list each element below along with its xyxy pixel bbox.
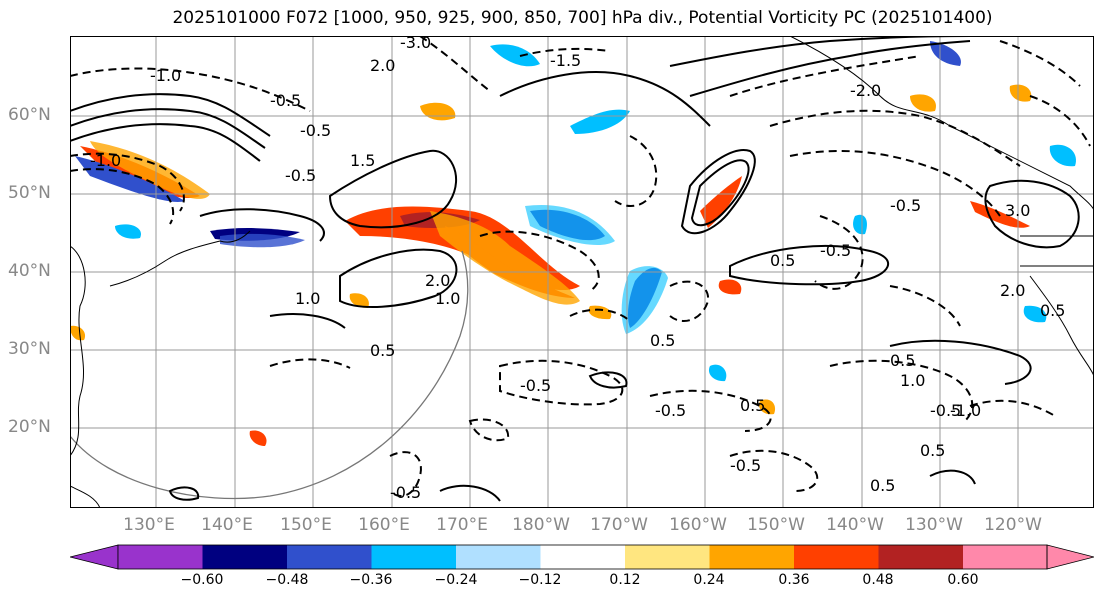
lon-label: 170°E bbox=[436, 515, 488, 535]
contours-negative bbox=[70, 36, 1091, 497]
lon-label: 140°E bbox=[201, 515, 253, 535]
contour-label: 0.5 bbox=[1040, 301, 1065, 320]
contour-label: 0.5 bbox=[740, 396, 765, 415]
colorbar-over-arrow bbox=[1046, 544, 1094, 570]
colorbar-tick-label: 0.36 bbox=[778, 572, 810, 588]
colorbar-tick-label: 0.24 bbox=[693, 572, 725, 588]
colorbar-swatch bbox=[118, 545, 203, 569]
contour-label: -0.5 bbox=[890, 196, 921, 215]
colorbar-tick-label: −0.60 bbox=[180, 572, 224, 588]
coastlines bbox=[70, 36, 1094, 508]
colorbar bbox=[70, 544, 1094, 570]
contour-label: -0.5 bbox=[655, 401, 686, 420]
contour-label: 0.5 bbox=[890, 351, 915, 370]
colorbar-swatch bbox=[794, 545, 879, 569]
contour-label: -0.5 bbox=[520, 376, 551, 395]
colorbar-tick-label: −0.48 bbox=[265, 572, 309, 588]
colorbar-tick-label: 0.48 bbox=[862, 572, 894, 588]
contour-label: -1.5 bbox=[550, 51, 581, 70]
lon-label: 130°E bbox=[123, 515, 175, 535]
contour-label: -0.5 bbox=[820, 241, 851, 260]
lat-label-50n: 50°N bbox=[8, 183, 51, 203]
contour-label: 2.0 bbox=[370, 56, 395, 75]
colorbar-under-arrow bbox=[70, 544, 119, 570]
colorbar-swatch bbox=[371, 545, 456, 569]
contour-labels: -3.0 -1.0 -0.5 -0.5 0.5 1.0 1.5 2.0 1.0 … bbox=[90, 36, 1065, 502]
contour-label: -3.0 bbox=[400, 36, 431, 52]
contour-label: 2.0 bbox=[1000, 281, 1025, 300]
contour-label: -0.5 bbox=[390, 483, 421, 502]
contours-positive bbox=[70, 36, 1080, 502]
contour-label: 1.0 bbox=[295, 289, 320, 308]
colorbar-swatch bbox=[540, 545, 625, 569]
lon-label: 180°W bbox=[512, 515, 570, 535]
map-title: 2025101000 F072 [1000, 950, 925, 900, 85… bbox=[172, 8, 993, 28]
colorbar-tick-label: −0.36 bbox=[349, 572, 393, 588]
colorbar-tick-label: 0.12 bbox=[609, 572, 641, 588]
lon-label: 150°E bbox=[280, 515, 332, 535]
lon-label: 120°W bbox=[984, 515, 1042, 535]
lon-label: 150°W bbox=[747, 515, 805, 535]
contour-label: 0.5 bbox=[870, 476, 895, 495]
contour-label: 0.5 bbox=[650, 331, 675, 350]
lon-label: 160°E bbox=[358, 515, 410, 535]
colorbar-tick-label: −0.24 bbox=[434, 572, 478, 588]
colorbar-swatch bbox=[287, 545, 372, 569]
lat-label-40n: 40°N bbox=[8, 261, 51, 281]
contour-label: 0.5 bbox=[370, 341, 395, 360]
lon-label: 140°W bbox=[826, 515, 884, 535]
colorbar-tick-label: −0.12 bbox=[518, 572, 562, 588]
colorbar-swatch bbox=[878, 545, 963, 569]
contour-label: 1.5 bbox=[350, 151, 375, 170]
shaded-divergence bbox=[70, 41, 1076, 446]
colorbar-tick-label: 0.60 bbox=[947, 572, 979, 588]
colorbar-swatch bbox=[456, 545, 541, 569]
lat-label-30n: 30°N bbox=[8, 339, 51, 359]
contour-label: -0.5 bbox=[285, 166, 316, 185]
lat-lon-grid bbox=[70, 36, 1094, 508]
contour-label: 0.5 bbox=[770, 251, 795, 270]
colorbar-swatch bbox=[625, 545, 710, 569]
contour-label: -1.0 bbox=[950, 401, 981, 420]
contour-label: -2.0 bbox=[850, 81, 881, 100]
colorbar-swatch bbox=[202, 545, 287, 569]
lon-label: 160°W bbox=[669, 515, 727, 535]
contour-label: 0.5 bbox=[920, 441, 945, 460]
colorbar-swatch bbox=[963, 545, 1048, 569]
contour-label: -1.0 bbox=[150, 66, 181, 85]
map-area: -3.0 -1.0 -0.5 -0.5 0.5 1.0 1.5 2.0 1.0 … bbox=[70, 36, 1094, 508]
lat-label-20n: 20°N bbox=[8, 417, 51, 437]
contour-label: 2.0 bbox=[425, 271, 450, 290]
lat-label-60n: 60°N bbox=[8, 105, 51, 125]
contour-label: -0.5 bbox=[270, 91, 301, 110]
contour-label: 3.0 bbox=[1005, 201, 1030, 220]
colorbar-swatch bbox=[709, 545, 794, 569]
contour-label: -0.5 bbox=[930, 401, 961, 420]
range-circle bbox=[70, 250, 469, 500]
contour-label: 1.0 bbox=[435, 289, 460, 308]
lon-label: 130°W bbox=[905, 515, 963, 535]
contour-label: -0.5 bbox=[730, 456, 761, 475]
contour-label: 1.0 bbox=[900, 371, 925, 390]
contour-label: -0.5 bbox=[300, 121, 331, 140]
contour-label: -1.0 bbox=[90, 151, 121, 170]
lon-label: 170°W bbox=[590, 515, 648, 535]
